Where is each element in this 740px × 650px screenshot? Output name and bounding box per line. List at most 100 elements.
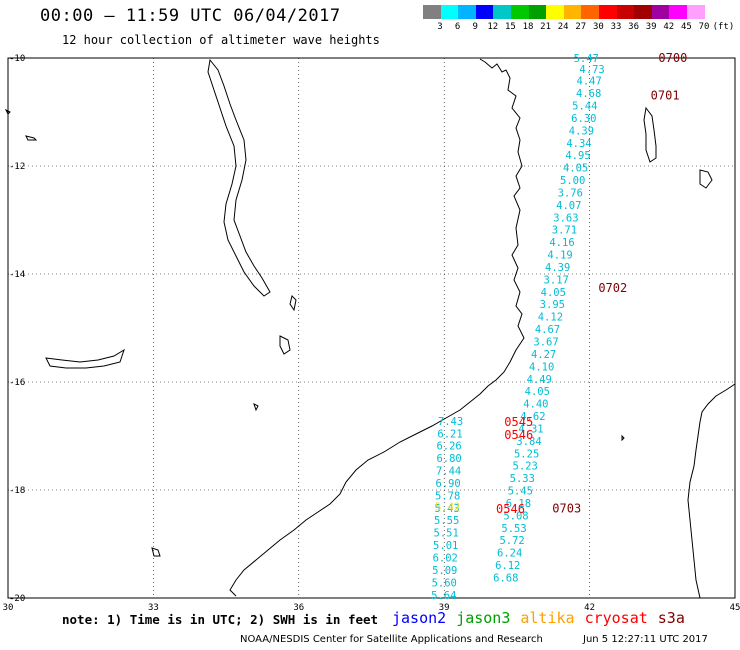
swh-value: 6.30 (571, 113, 596, 125)
swh-value: 4.10 (529, 361, 554, 373)
swh-value: 3.67 (533, 337, 558, 349)
swh-value: 5.45 (508, 486, 533, 498)
colorbar-swatch (686, 5, 705, 19)
swh-value: 4.49 (527, 374, 552, 386)
colorbar-swatch (440, 5, 459, 19)
lon-tick-label: 33 (148, 603, 159, 613)
swh-value: 7.43 (438, 416, 463, 428)
madagascar-coastline (687, 383, 736, 599)
swh-value: 4.07 (556, 200, 581, 212)
swh-value: 4.05 (525, 386, 550, 398)
swh-value: 4.67 (535, 324, 560, 336)
lat-tick-label: -18 (9, 486, 25, 496)
colorbar-label: 70 (698, 22, 710, 32)
credit-text: NOAA/NESDIS Center for Satellite Applica… (240, 634, 543, 645)
swh-value: 4.12 (538, 312, 563, 324)
colorbar-label: 18 (522, 22, 534, 32)
small-lake-west (25, 135, 38, 141)
swh-value: 4.40 (523, 399, 548, 411)
swh-value: 4.62 (520, 411, 545, 423)
swh-value: 4.34 (566, 138, 591, 150)
coastline (4, 58, 736, 599)
colorbar-label: 39 (645, 22, 657, 32)
pass-time-label: 0702 (598, 281, 627, 295)
wave-height-colorbar (423, 5, 705, 19)
small-lake-south (151, 547, 161, 557)
map-title: 00:00 – 11:59 UTC 06/04/2017 (40, 6, 341, 26)
swh-value: 5.53 (501, 523, 526, 535)
comoros-island (643, 106, 657, 163)
colorbar-label: 3 (437, 22, 443, 32)
swh-value: 5.78 (435, 490, 460, 502)
swh-value: 5.60 (432, 577, 457, 589)
swh-value: 6.12 (495, 560, 520, 572)
swh-value: 5.42 (435, 502, 460, 514)
swh-value: 5.25 (514, 448, 539, 460)
colorbar-label: 27 (575, 22, 587, 32)
colorbar-label: 24 (557, 22, 569, 32)
legend-altika: altika (520, 609, 575, 627)
colorbar-swatch (598, 5, 617, 19)
swh-value: 4.73 (579, 64, 604, 76)
colorbar-swatch (546, 5, 564, 19)
colorbar-swatch (510, 5, 529, 19)
swh-value: 6.26 (436, 441, 461, 453)
colorbar-label: 45 (680, 22, 692, 32)
colorbar-swatch (528, 5, 547, 19)
colorbar-swatch (669, 5, 687, 19)
colorbar-swatch (616, 5, 635, 19)
lake-malawi (207, 58, 271, 297)
swh-value: 7.44 (436, 466, 461, 478)
lat-tick-label: -12 (9, 162, 25, 172)
colorbar-label: 42 (663, 22, 675, 32)
pass-time-label: 0546 (496, 502, 525, 516)
swh-value: 5.72 (499, 535, 524, 547)
swh-value: 6.68 (493, 572, 518, 584)
swh-value: 3.17 (544, 274, 569, 286)
swh-value: 3.71 (552, 225, 577, 237)
legend-cryosat: cryosat (584, 609, 648, 627)
map-subtitle: 12 hour collection of altimeter wave hei… (62, 33, 380, 47)
colorbar-label: 30 (592, 22, 604, 32)
mount-feature (289, 295, 297, 312)
colorbar-swatch (651, 5, 670, 19)
swh-value: 3.84 (516, 436, 541, 448)
swh-value: 5.33 (510, 473, 535, 485)
swh-value: 6.02 (433, 553, 458, 565)
lon-tick-label: 36 (293, 603, 304, 613)
swh-value: 5.44 (572, 101, 597, 113)
gridlines (7, 57, 736, 599)
swh-value: 6.90 (435, 478, 460, 490)
swh-value: 5.51 (434, 528, 459, 540)
generated-timestamp: Jun 5 12:27:11 UTC 2017 (583, 634, 708, 645)
colorbar-swatch (423, 5, 441, 19)
swh-value: 4.68 (576, 88, 601, 100)
swh-value: 5.43 (435, 503, 460, 515)
track-labels: 5.474.734.474.685.446.304.394.344.954.05… (431, 53, 605, 602)
colorbar-swatch (563, 5, 582, 19)
cahora-bassa-lake (45, 348, 125, 369)
swh-value: 3.63 (553, 212, 578, 224)
colorbar-swatch (634, 5, 652, 19)
swh-value: 5.55 (434, 515, 459, 527)
swh-value: 4.19 (547, 250, 572, 262)
colorbar-label: 21 (540, 22, 552, 32)
lake-chilwa (279, 335, 291, 355)
lat-tick-label: -10 (9, 54, 25, 64)
colorbar-swatch (581, 5, 599, 19)
small-island-east (621, 434, 625, 442)
colorbar-label: 15 (504, 22, 516, 32)
axis-labels: 30 33 36 39 42 45 -10 -12 -14 -16 -18 -20 (3, 54, 740, 613)
swh-value: 5.01 (433, 540, 458, 552)
lon-tick-label: 42 (584, 603, 595, 613)
swh-value: 4.39 (569, 125, 594, 137)
lon-tick-label: 45 (730, 603, 740, 613)
pass-time-label: 0703 (552, 501, 581, 515)
swh-value: 4.27 (531, 349, 556, 361)
small-lake-west-2 (4, 108, 11, 115)
swh-value: 6.21 (437, 428, 462, 440)
swh-value: 5.64 (431, 590, 456, 602)
lat-tick-label: -16 (9, 378, 25, 388)
